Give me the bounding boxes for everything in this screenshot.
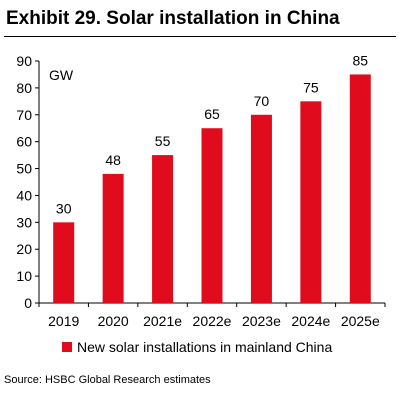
- bar: [152, 155, 174, 303]
- page-title: Exhibit 29. Solar installation in China: [6, 8, 340, 29]
- data-label: 70: [254, 93, 270, 109]
- data-label: 55: [155, 133, 171, 149]
- x-tick-label: 2022e: [193, 313, 232, 329]
- bar: [349, 74, 371, 303]
- x-tick-label: 2020: [98, 313, 129, 329]
- bar: [300, 101, 322, 303]
- y-tick-label: 40: [16, 187, 32, 203]
- data-label: 48: [105, 152, 121, 168]
- x-tick-label: 2023e: [242, 313, 281, 329]
- y-tick-label: 10: [16, 268, 32, 284]
- source-note: Source: HSBC Global Research estimates: [4, 374, 211, 386]
- y-tick-label: 0: [24, 295, 32, 311]
- x-tick-label: 2021e: [143, 313, 182, 329]
- y-tick-label: 60: [16, 134, 32, 150]
- y-tick-label: 80: [16, 80, 32, 96]
- data-label: 85: [352, 52, 368, 68]
- legend-label: New solar installations in mainland Chin…: [77, 339, 332, 355]
- x-tick-label: 2025e: [341, 313, 380, 329]
- unit-label: GW: [49, 67, 74, 83]
- y-tick-label: 70: [16, 107, 32, 123]
- bar-chart: 0 10 20 30 40 50 60 70 80 90 GW 30 2019 48 2020 55 2021e…: [16, 52, 386, 355]
- y-tick-label: 50: [16, 161, 32, 177]
- title-divider: [4, 36, 396, 37]
- y-tick-label: 20: [16, 241, 32, 257]
- x-tick-label: 2024e: [291, 313, 330, 329]
- legend-swatch: [62, 342, 72, 352]
- bar: [201, 128, 223, 303]
- data-label: 75: [303, 79, 319, 95]
- x-tick-label: 2019: [48, 313, 79, 329]
- data-label: 30: [56, 200, 72, 216]
- bar: [250, 114, 272, 304]
- y-tick-label: 90: [16, 53, 32, 69]
- bar: [53, 222, 75, 303]
- bar: [102, 173, 124, 303]
- data-label: 65: [204, 106, 220, 122]
- y-tick-label: 30: [16, 214, 32, 230]
